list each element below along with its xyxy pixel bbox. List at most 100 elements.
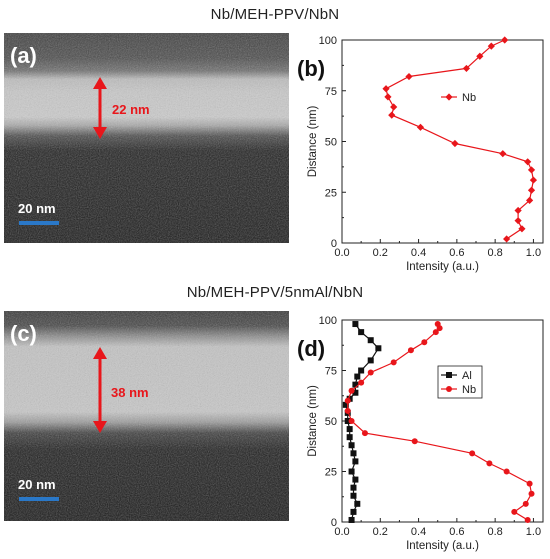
- legend-marker: [445, 93, 453, 101]
- data-point: [503, 235, 511, 243]
- y-tick-label: 25: [325, 467, 337, 479]
- data-point: [499, 150, 507, 158]
- data-point: [348, 468, 355, 475]
- data-point: [354, 373, 361, 380]
- data-point: [348, 387, 355, 394]
- data-point: [352, 381, 359, 388]
- y-tick-label: 75: [325, 86, 337, 98]
- data-point: [358, 329, 365, 336]
- panel-label-c: (c): [10, 321, 37, 346]
- legend-label: Nb: [462, 92, 476, 104]
- data-point: [487, 42, 495, 50]
- legend-label: Nb: [462, 384, 476, 396]
- panel-label-a: (a): [10, 43, 37, 68]
- data-point: [514, 206, 522, 215]
- data-point: [384, 93, 392, 101]
- series-nb: [344, 321, 535, 523]
- x-tick-label: 0.4: [411, 247, 426, 259]
- y-tick-label: 0: [331, 517, 337, 529]
- plot-frame: [341, 39, 544, 244]
- thickness-arrow-c: [93, 347, 107, 433]
- legend: Nb: [441, 92, 476, 104]
- data-point: [354, 500, 361, 507]
- legend: Al Nb: [437, 365, 483, 399]
- scale-bar-c: [19, 497, 59, 501]
- data-point: [348, 418, 355, 424]
- x-tick-label: 0.2: [373, 526, 388, 538]
- data-point: [405, 72, 413, 81]
- legend-box: [437, 365, 483, 399]
- data-point: [367, 357, 374, 364]
- series-nb: [382, 36, 538, 243]
- data-point: [407, 347, 414, 354]
- y-axis-title: Distance (nm): [307, 106, 319, 178]
- data-point: [358, 379, 365, 386]
- data-point: [524, 516, 531, 523]
- data-point: [348, 442, 355, 449]
- data-point: [503, 468, 510, 475]
- data-point: [346, 434, 353, 441]
- top-figure-title: Nb/MEH-PPV/NbN: [210, 6, 340, 23]
- tem-image-c: (c) 38 nm 20 nm: [4, 311, 289, 521]
- data-point: [388, 111, 396, 119]
- x-tick-label: 0.4: [411, 526, 426, 538]
- y-tick-label: 0: [331, 238, 337, 250]
- data-point: [352, 389, 359, 396]
- data-point: [350, 492, 357, 499]
- data-point: [476, 52, 484, 60]
- legend-marker: [446, 386, 452, 392]
- chart-b: 0.0 0.2 0.4 0.6 0.8 1.0 0 25 50 75 100 Intensity (a…: [297, 35, 544, 273]
- legend-label: Al: [462, 370, 472, 382]
- data-point: [511, 508, 518, 515]
- data-point: [527, 186, 536, 194]
- tem-micrograph-a: (a) 22 nm 20 nm: [4, 33, 289, 243]
- data-point: [411, 438, 418, 445]
- x-tick-label: 1.0: [526, 247, 541, 259]
- data-point: [421, 339, 428, 346]
- x-tick-label: 0.6: [449, 526, 464, 538]
- plot-frame: [341, 319, 544, 523]
- data-point: [358, 367, 365, 374]
- data-point: [344, 397, 351, 404]
- thickness-label-c: 38 nm: [111, 385, 149, 400]
- data-point: [486, 460, 493, 467]
- data-point: [346, 426, 353, 433]
- data-point: [462, 64, 471, 73]
- x-tick-label: 0.0: [334, 526, 349, 538]
- panel-label-d: (d): [297, 336, 325, 361]
- data-point: [352, 458, 359, 465]
- data-point: [375, 345, 382, 352]
- data-point: [350, 484, 357, 491]
- x-tick-label: 0.8: [487, 247, 502, 259]
- data-point: [390, 359, 397, 366]
- x-axis-title: Intensity (a.u.): [406, 261, 479, 273]
- y-tick-label: 25: [325, 187, 337, 199]
- x-tick-label: 0.2: [373, 247, 388, 259]
- data-point: [469, 450, 476, 457]
- data-point: [342, 401, 349, 408]
- series-line: [385, 39, 535, 240]
- data-point: [434, 321, 441, 328]
- data-point: [416, 123, 425, 131]
- data-point: [526, 196, 534, 204]
- y-tick-label: 50: [325, 416, 337, 428]
- data-point: [432, 329, 439, 336]
- data-point: [529, 176, 538, 184]
- y-tick-label: 100: [319, 35, 337, 47]
- data-point: [518, 225, 526, 233]
- data-point: [524, 158, 532, 166]
- y-tick-label: 50: [325, 137, 337, 149]
- data-point: [522, 500, 529, 507]
- data-point: [528, 490, 535, 497]
- data-point: [390, 103, 398, 111]
- data-point: [367, 337, 374, 344]
- x-tick-label: 0.8: [487, 526, 502, 538]
- data-point: [350, 450, 357, 457]
- data-point: [382, 85, 390, 93]
- data-point: [527, 166, 536, 174]
- data-point: [367, 369, 374, 376]
- x-tick-label: 0.0: [334, 247, 349, 259]
- scale-label-a: 20 nm: [18, 201, 56, 216]
- x-tick-label: 1.0: [526, 526, 541, 538]
